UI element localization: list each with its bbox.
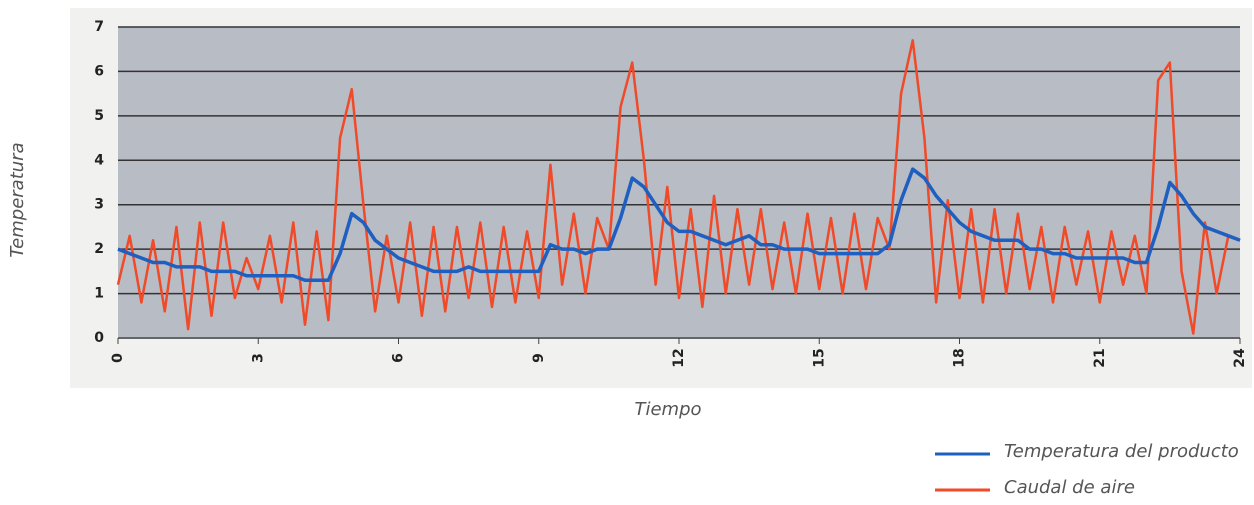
y-tick-label: 5	[94, 108, 104, 124]
y-tick-label: 2	[94, 241, 104, 257]
x-axis-label: Tiempo	[634, 399, 701, 420]
y-tick-label: 4	[94, 152, 104, 168]
data-line	[116, 39, 1241, 335]
y-axis-label: Temperatura	[7, 142, 28, 257]
y-tick-label: 1	[94, 286, 104, 302]
y-tick-label: 0	[94, 330, 104, 346]
y-tick-label: 3	[94, 197, 104, 213]
y-tick-label: 7	[94, 19, 104, 35]
x-tick-label: 9	[531, 353, 547, 363]
x-tick-label: 3	[250, 353, 266, 363]
x-tick-label: 6	[391, 353, 407, 363]
legend-label: Temperatura del producto	[1004, 441, 1239, 462]
data-line	[117, 167, 1241, 282]
y-tick-label: 6	[94, 63, 104, 79]
x-tick-label: 12	[671, 348, 687, 367]
x-tick-label: 0	[110, 353, 126, 363]
legend-label: Caudal de aire	[1004, 477, 1135, 498]
x-tick-label: 15	[811, 348, 827, 367]
x-tick-label: 18	[952, 348, 968, 367]
x-tick-label: 24	[1232, 348, 1248, 368]
x-tick-label: 21	[1092, 348, 1108, 367]
